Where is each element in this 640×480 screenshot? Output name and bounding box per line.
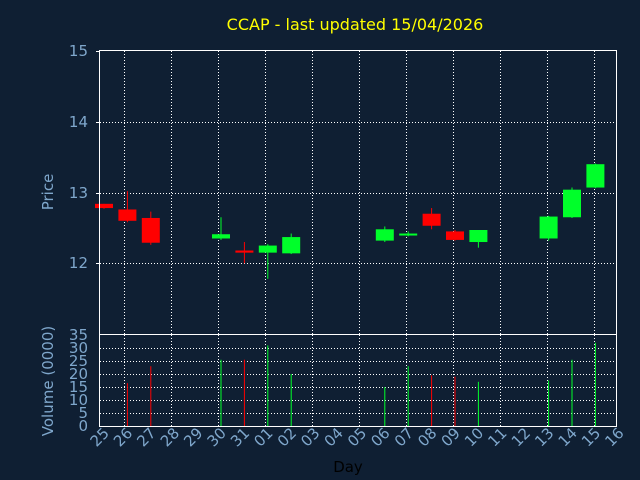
candle-body — [399, 233, 418, 236]
price-y-tick-labels: 12 13 14 15 — [69, 42, 100, 272]
volume-y-tick-label: 30 — [69, 339, 88, 357]
candle-body — [469, 229, 488, 243]
volume-bars — [126, 342, 596, 426]
candle-body — [118, 209, 137, 221]
candle-body — [235, 250, 254, 253]
volume-grid — [100, 335, 616, 426]
volume-y-tick-label: 15 — [69, 378, 88, 396]
x-axis-label: Day — [333, 458, 363, 476]
price-grid — [100, 51, 616, 334]
price-y-tick-label: 14 — [69, 113, 88, 131]
chart-title: CCAP - last updated 15/04/2026 — [227, 15, 484, 34]
candle-body — [258, 245, 277, 253]
volume-plot-border — [99, 334, 617, 427]
x-tick-labels: 2526272829303101020304050607080910111213… — [87, 424, 628, 450]
candle-body — [141, 217, 160, 243]
price-y-tick-label: 12 — [69, 254, 88, 272]
volume-y-tick-label: 5 — [78, 404, 88, 422]
volume-y-tick-label: 0 — [78, 417, 88, 435]
candle-body — [375, 229, 394, 241]
volume-y-tick-label: 35 — [69, 326, 88, 344]
volume-y-tick-label: 10 — [69, 391, 88, 409]
volume-y-tick-label: 20 — [69, 365, 88, 383]
candle-body — [539, 216, 558, 239]
price-candles — [95, 163, 605, 279]
candle-body — [563, 189, 581, 218]
volume-y-tick-label: 25 — [69, 352, 88, 370]
price-axis-label: Price — [39, 174, 57, 211]
candle-body — [446, 231, 464, 240]
candle-body — [282, 237, 301, 254]
volume-axis-label: Volume (0000) — [39, 326, 57, 436]
candle-body — [586, 164, 605, 188]
candle-body — [212, 234, 230, 239]
price-y-tick-label: 15 — [69, 42, 88, 60]
candle-body — [422, 213, 441, 226]
candle-body — [95, 203, 113, 209]
price-y-tick-label: 13 — [69, 184, 88, 202]
